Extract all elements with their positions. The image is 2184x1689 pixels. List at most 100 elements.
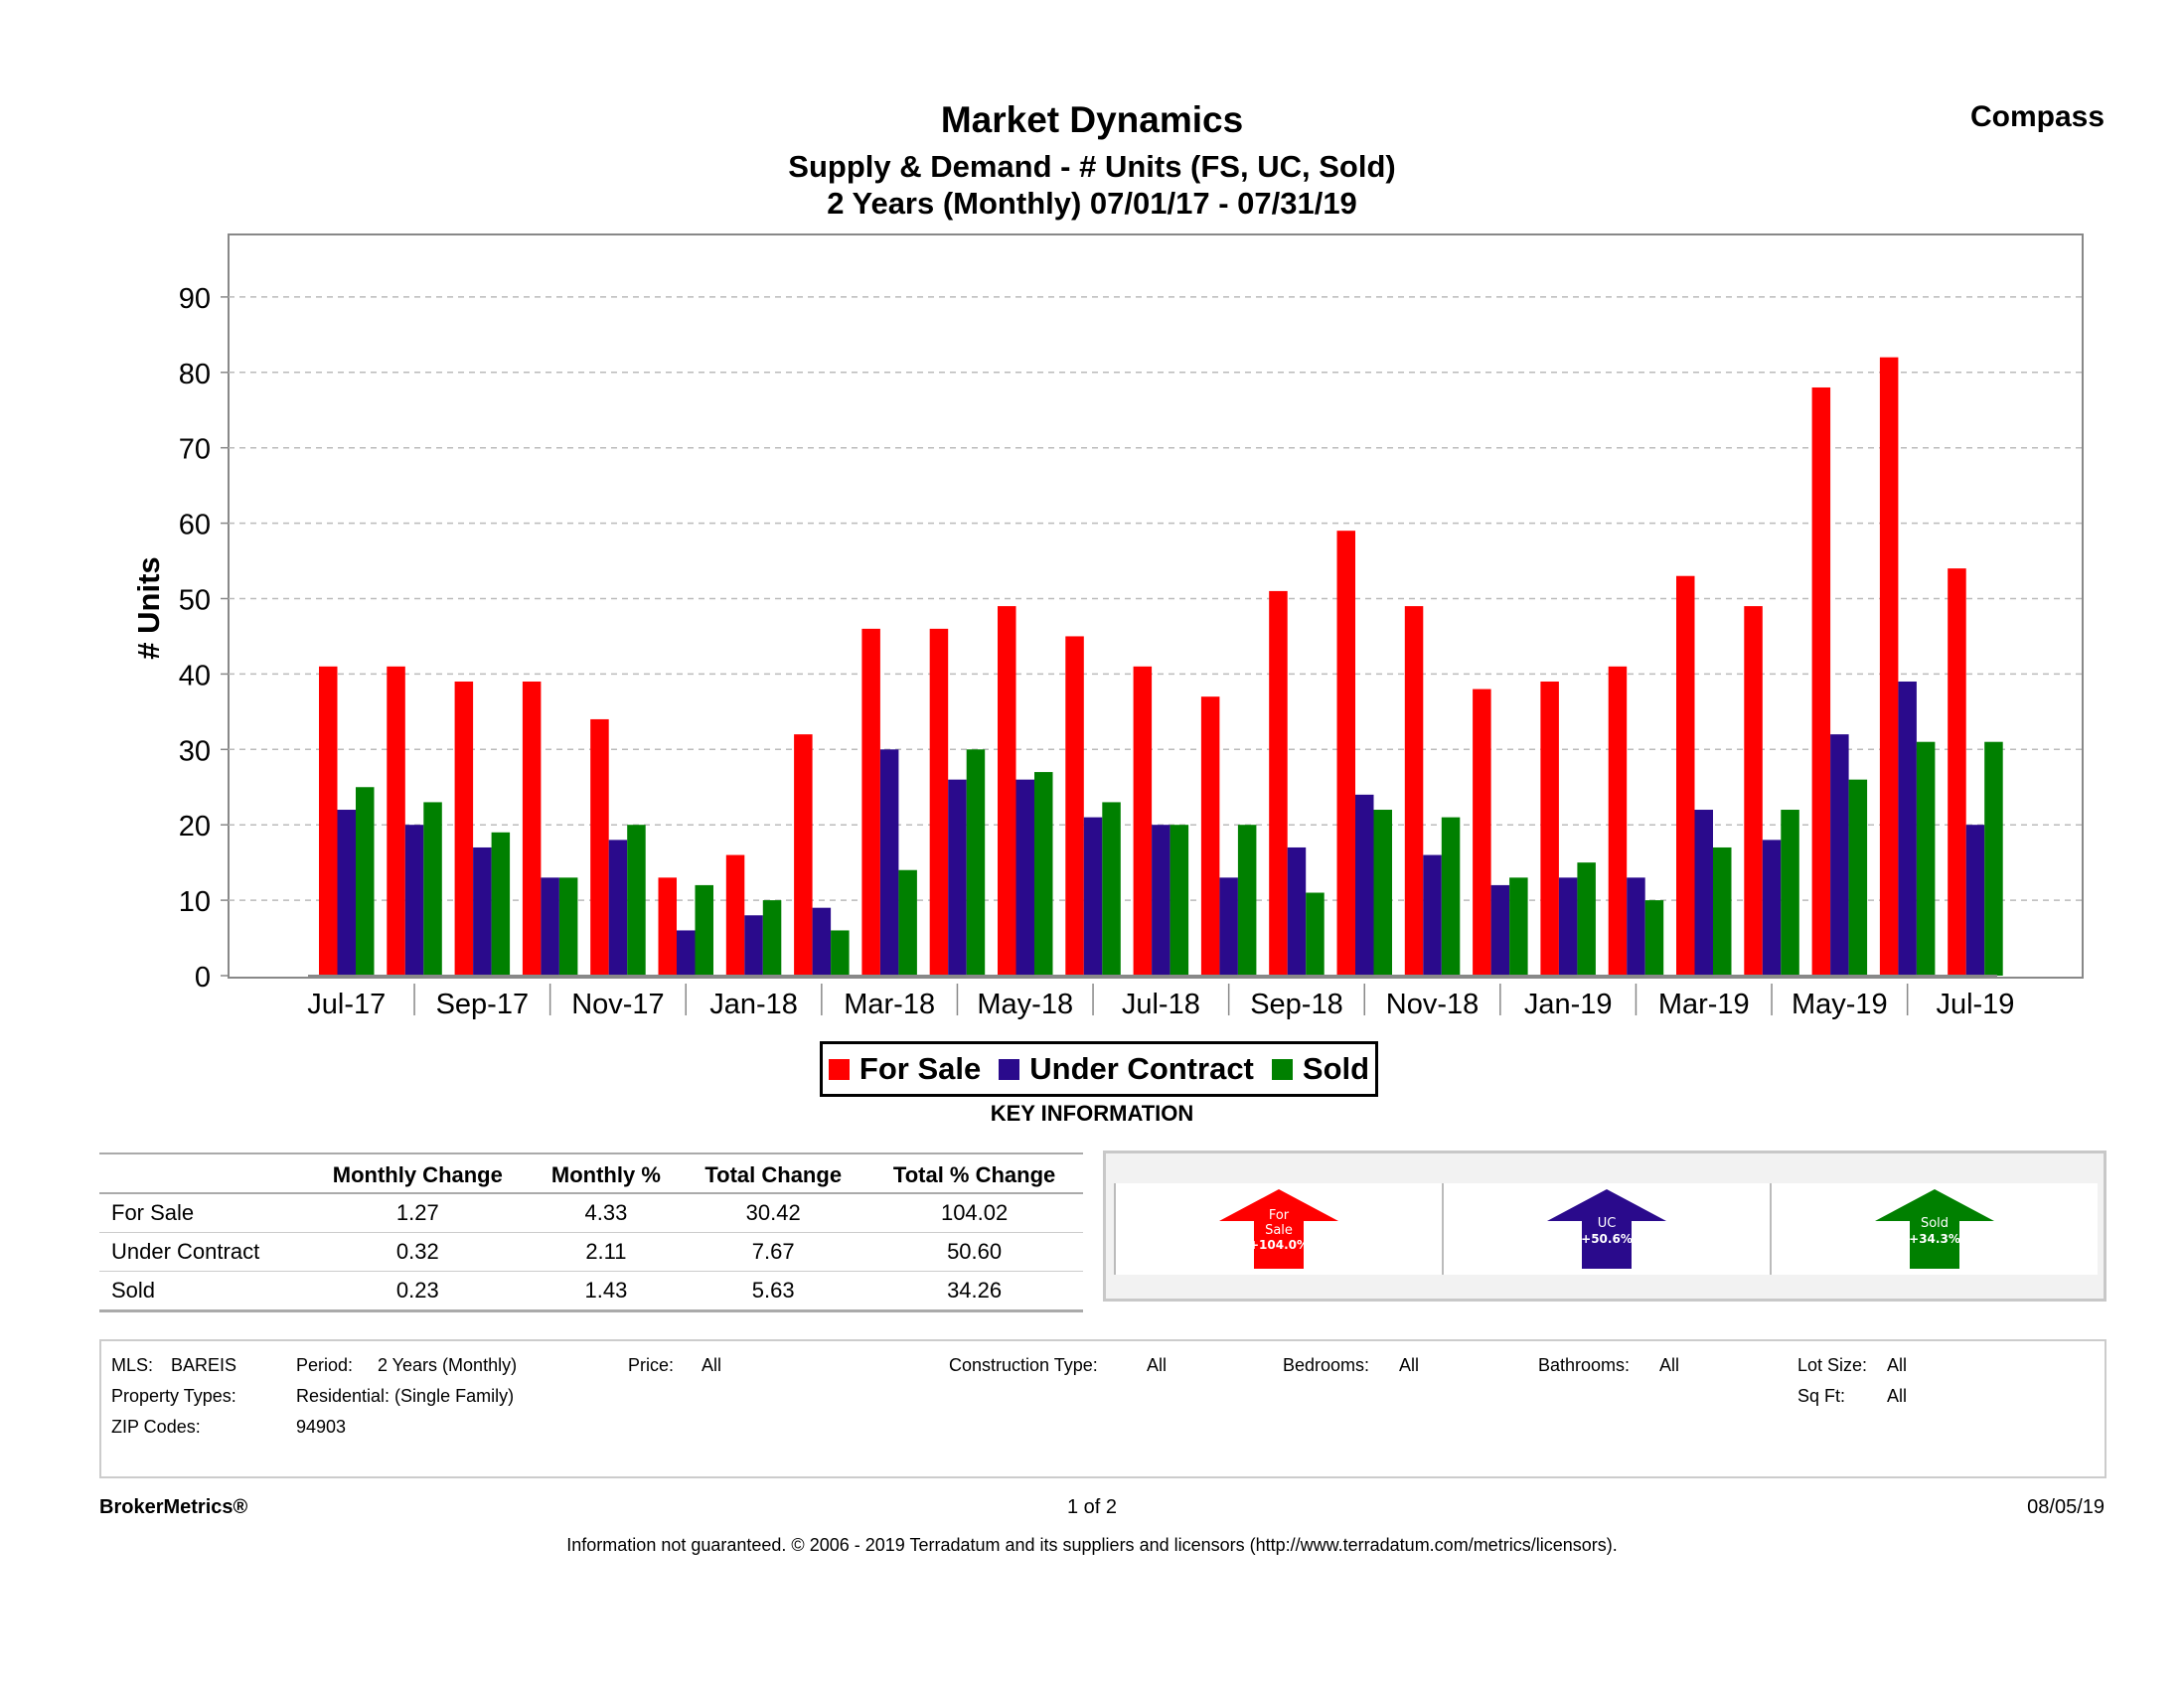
arrow-value: +34.3%: [1909, 1232, 1960, 1246]
bar-for-sale: [1744, 606, 1763, 976]
criteria-label: Construction Type:: [949, 1355, 1098, 1375]
bar-under-contract: [337, 810, 356, 976]
bar-under-contract: [744, 915, 763, 976]
bar-under-contract: [1898, 681, 1917, 976]
bar-sold: [1306, 892, 1325, 976]
arrow-cell-under-contract: UC +50.6%: [1442, 1183, 1770, 1275]
bar-under-contract: [1355, 794, 1374, 976]
column-header: Monthly %: [531, 1152, 682, 1194]
criteria-value: All: [1887, 1386, 1908, 1406]
y-tick-label: 80: [179, 359, 211, 390]
row-label: For Sale: [99, 1193, 304, 1233]
bar-for-sale: [1336, 531, 1355, 976]
bar-sold: [1034, 772, 1053, 976]
bar-for-sale: [1065, 636, 1084, 976]
y-tick-label: 50: [179, 585, 211, 617]
chart-legend: For Sale Under Contract Sold: [820, 1041, 1378, 1097]
bar-for-sale: [1269, 590, 1288, 976]
bar-sold: [1237, 825, 1257, 976]
legend-label: Under Contract: [1029, 1051, 1254, 1086]
bar-for-sale: [861, 628, 880, 976]
bar-under-contract: [1762, 840, 1782, 976]
bar-for-sale: [1608, 666, 1628, 976]
x-tick-label: May-19: [1792, 989, 1888, 1020]
bar-for-sale: [1200, 696, 1220, 976]
bar-for-sale: [1404, 606, 1424, 976]
arrow-cell-sold: Sold +34.3%: [1770, 1183, 2098, 1275]
table-cell: 4.33: [531, 1193, 682, 1233]
x-tick-label: Sep-18: [1250, 989, 1343, 1020]
chart-title: Market Dynamics: [940, 99, 1244, 140]
x-tick-label: Nov-17: [571, 989, 665, 1020]
bar-sold: [1373, 810, 1392, 976]
bar-sold: [558, 877, 578, 976]
legend-item-sold: Sold: [1271, 1051, 1369, 1087]
criteria-value: 2 Years (Monthly): [378, 1355, 518, 1375]
bar-under-contract: [1830, 734, 1849, 976]
bar-for-sale: [1948, 568, 1966, 976]
brand-name: Compass: [1969, 100, 2105, 133]
bar-under-contract: [1490, 884, 1510, 976]
table-cell: 5.63: [681, 1271, 866, 1312]
x-tick-label: Jan-18: [709, 989, 798, 1020]
bar-under-contract: [1694, 810, 1713, 976]
bar-sold: [356, 787, 375, 976]
bar-for-sale: [1540, 681, 1559, 976]
x-tick-label: Mar-18: [844, 989, 935, 1020]
bar-under-contract: [677, 930, 696, 976]
key-information-title: KEY INFORMATION: [990, 1101, 1194, 1126]
bar-sold: [1509, 877, 1528, 976]
legend-label: For Sale: [858, 1051, 982, 1086]
arrow-label: Sale: [1265, 1223, 1293, 1238]
arrow-label: For: [1269, 1208, 1290, 1223]
bar-under-contract: [541, 877, 559, 976]
x-tick-label: Mar-19: [1658, 989, 1750, 1020]
bar-sold: [627, 825, 646, 976]
x-tick-label: May-18: [977, 989, 1073, 1020]
arrow-value: +50.6%: [1581, 1232, 1633, 1246]
bar-under-contract: [1152, 825, 1170, 976]
criteria-value: BAREIS: [171, 1355, 237, 1375]
criteria-label: Property Types:: [111, 1386, 236, 1406]
criteria-value: Residential: (Single Family): [296, 1386, 515, 1406]
criteria-value: All: [1399, 1355, 1420, 1375]
up-arrow-icon: Sold +34.3%: [1875, 1189, 1994, 1269]
column-header: Monthly Change: [304, 1152, 532, 1194]
table-cell: 50.60: [865, 1232, 1083, 1272]
bar-under-contract: [1423, 854, 1442, 976]
chart-date-range: 2 Years (Monthly) 07/01/17 - 07/31/19: [827, 186, 1357, 221]
table-cell: 34.26: [865, 1271, 1083, 1312]
criteria-value: All: [1659, 1355, 1680, 1375]
bar-for-sale: [1879, 357, 1899, 976]
bar-under-contract: [404, 825, 424, 976]
bar-for-sale: [522, 681, 542, 976]
x-tick-label: Jan-19: [1524, 989, 1613, 1020]
x-tick-label: Sep-17: [436, 989, 530, 1020]
criteria-value: All: [1147, 1355, 1168, 1375]
column-header: Total Change: [681, 1152, 866, 1194]
criteria-label: MLS:: [111, 1355, 154, 1375]
page-number: 1 of 2: [1066, 1496, 1118, 1518]
criteria-label: Sq Ft:: [1797, 1386, 1846, 1406]
bar-for-sale: [454, 681, 474, 976]
y-tick-label: 70: [179, 434, 211, 466]
table-cell: 0.32: [304, 1232, 532, 1272]
criteria-value: 94903: [296, 1417, 347, 1437]
chart-subtitle: Supply & Demand - # Units (FS, UC, Sold): [788, 149, 1396, 184]
y-tick-label: 0: [195, 962, 211, 994]
bar-sold: [762, 900, 782, 976]
row-label: Under Contract: [99, 1232, 304, 1272]
bar-under-contract: [1965, 825, 1985, 976]
bar-under-contract: [1015, 779, 1034, 976]
bar-sold: [1170, 825, 1189, 976]
bar-sold: [1577, 862, 1596, 976]
bar-sold: [1848, 779, 1868, 976]
criteria-label: Bedrooms:: [1283, 1355, 1370, 1375]
bar-sold: [1102, 802, 1121, 976]
y-axis-label: # Units: [131, 556, 166, 659]
y-tick-label: 10: [179, 886, 211, 918]
criteria-value: All: [1887, 1355, 1908, 1375]
footer-brand: BrokerMetrics®: [99, 1496, 248, 1518]
arrow-cell-for-sale: For Sale +104.0%: [1114, 1183, 1442, 1275]
bar-for-sale: [1676, 575, 1695, 976]
